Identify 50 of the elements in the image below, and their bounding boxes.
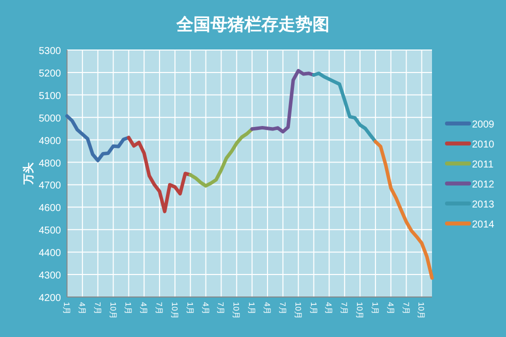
x-tick-label: 10月 [355,302,364,319]
legend-label: 2011 [472,160,494,170]
legend-label: 2009 [472,120,495,130]
x-tick-label: 7月 [154,302,164,314]
y-tick-label: 4600 [38,203,62,214]
x-tick-label: 1月 [62,302,71,314]
x-tick-label: 4月 [200,302,210,314]
y-tick-label: 5000 [38,113,62,124]
legend-label: 2010 [472,140,495,150]
legend-label: 2014 [472,220,495,230]
x-tick-label: 10月 [293,302,302,319]
y-tick-label: 4300 [38,270,62,282]
x-tick-label: 4月 [262,302,272,314]
x-tick-label: 4月 [324,302,334,314]
x-tick-label: 10月 [108,302,118,319]
legend-label: 2013 [472,200,495,210]
y-tick-label: 4400 [38,248,62,260]
chart-title: 全国母猪栏存走势图 [176,15,330,35]
y-tick-label: 4700 [38,180,62,192]
line-series [250,68,316,134]
x-tick-label: 4月 [386,302,395,314]
legend-label: 2012 [472,180,495,190]
x-tick-label: 1月 [124,302,133,314]
line-series [188,127,254,188]
x-tick-label: 7月 [278,302,287,314]
x-tick-label: 10月 [232,302,241,319]
x-tick-label: 1月 [370,302,380,314]
y-tick-label: 4800 [38,158,62,170]
x-tick-label: 7月 [340,302,349,314]
line-series [65,114,130,162]
x-tick-label: 4月 [77,302,86,314]
y-tick-label: 4500 [38,226,62,237]
x-tick-label: 1月 [185,302,194,314]
y-tick-label: 5300 [38,46,62,57]
x-tick-label: 1月 [247,302,256,314]
line-series [374,140,434,280]
y-tick-label: 5200 [38,68,62,80]
y-tick-label: 4900 [38,136,62,147]
y-tick-label: 5100 [38,90,62,102]
x-tick-label: 7月 [92,302,102,314]
x-tick-label: 7月 [216,302,226,314]
x-tick-label: 4月 [139,302,148,314]
x-tick-label: 1月 [308,302,318,314]
x-tick-label: 10月 [416,302,426,319]
y-axis-title: 万头 [22,162,35,186]
x-tick-label: 10月 [170,302,179,319]
x-tick-label: 7月 [401,302,410,314]
line-series [126,136,192,214]
y-tick-label: 4200 [38,293,62,304]
line-series [312,72,378,144]
